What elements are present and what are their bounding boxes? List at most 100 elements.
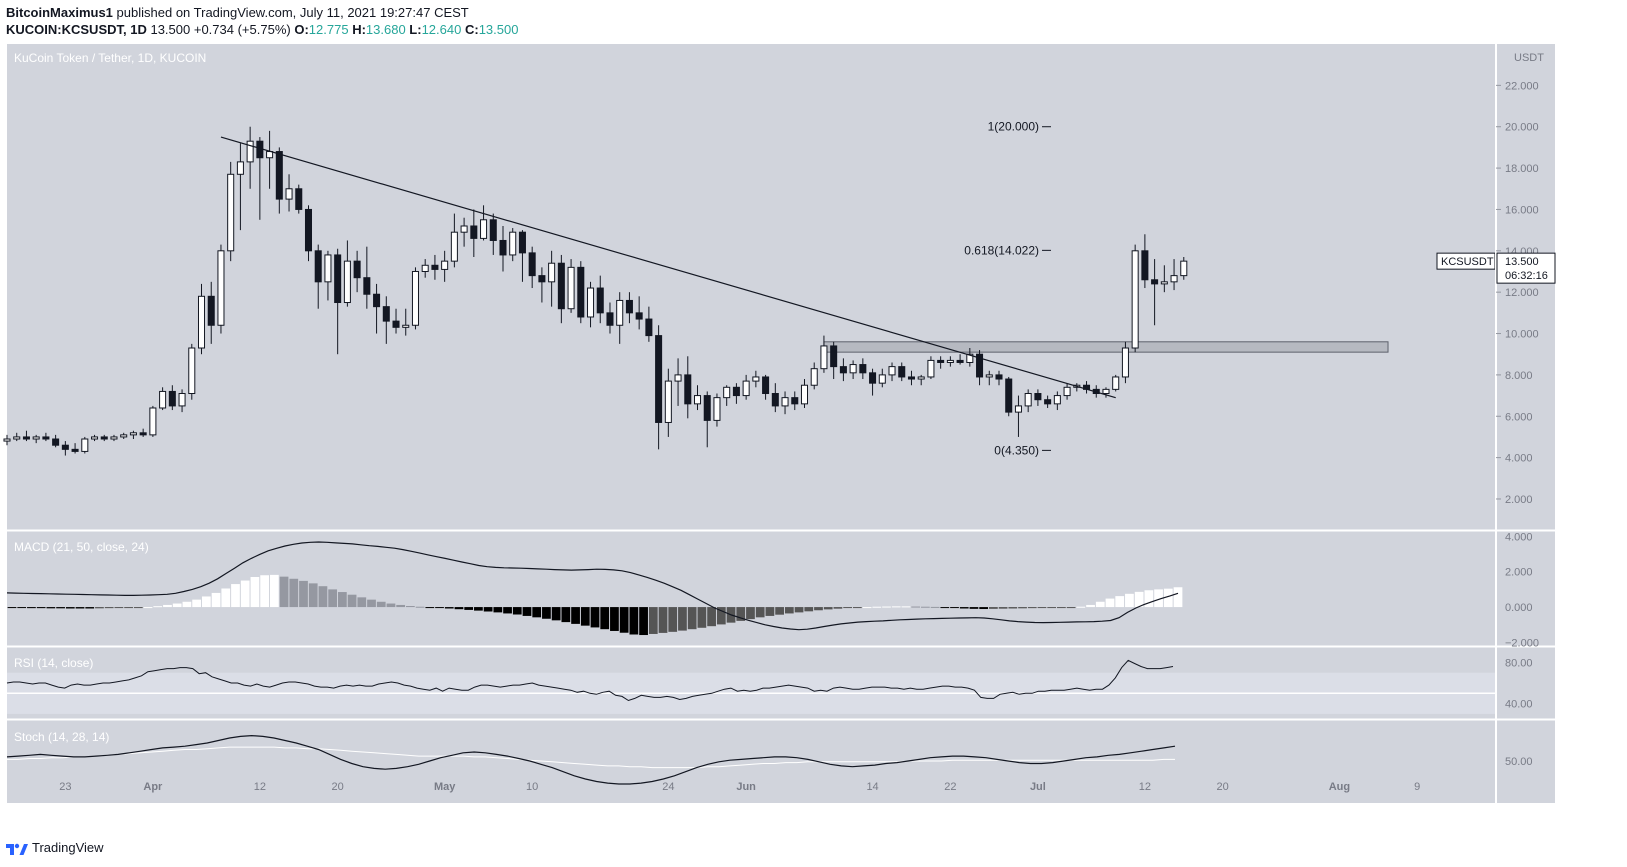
candle-body-down [168, 390, 176, 407]
macd-histogram-bar [658, 607, 668, 633]
candle [168, 385, 176, 411]
candle-body-down [898, 366, 906, 378]
stoch-d-line [7, 746, 1175, 769]
candle [450, 213, 458, 268]
macd-pane[interactable]: MACD (21, 50, close, 24) [6, 540, 1183, 636]
macd-histogram-bar [707, 607, 716, 627]
macd-histogram-bar [153, 606, 163, 608]
candle [480, 205, 488, 241]
macd-histogram-bar [532, 607, 542, 618]
macd-histogram-bar [542, 607, 551, 619]
candle-body-down [353, 260, 361, 279]
price-axis-tick: 18.000 [1505, 163, 1539, 175]
macd-histogram-bar [1095, 601, 1105, 608]
candle-body-down [373, 293, 381, 308]
candle [1005, 376, 1013, 417]
stoch-pane[interactable]: Stoch (14, 28, 14) [6, 730, 1176, 785]
candle-body-up [616, 299, 624, 326]
candle [13, 432, 21, 442]
candle-body-up [81, 438, 89, 452]
candle-body-down [528, 252, 536, 277]
macd-histogram-bar [930, 606, 940, 608]
stoch-title: Stoch (14, 28, 14) [14, 730, 109, 744]
candle-body-up [178, 393, 186, 407]
macd-histogram-bar [182, 601, 192, 608]
macd-histogram-bar [279, 576, 289, 608]
macd-histogram-bar [891, 606, 901, 608]
macd-histogram-bar [551, 607, 561, 621]
candle [995, 370, 1003, 386]
candle [3, 434, 11, 446]
candle [392, 308, 400, 334]
symbol-line: KUCOIN:KCSUSDT, 1D 13.500 +0.734 (+5.75%… [6, 22, 518, 37]
candle [1053, 391, 1061, 411]
candle [1024, 389, 1032, 413]
time-axis-tick: 20 [332, 781, 344, 793]
macd-histogram-bar [376, 601, 386, 608]
candle-body-down [791, 397, 799, 405]
candle-body-up [1180, 260, 1188, 277]
candle [723, 385, 731, 406]
candle-body-up [480, 219, 488, 239]
candle-body-down [635, 312, 643, 320]
candle [159, 387, 167, 411]
candle [742, 374, 750, 400]
candle-body-down [762, 376, 770, 395]
candle-body-up [664, 380, 672, 423]
macd-line [6, 541, 1179, 631]
macd-axis-tick: 0.000 [1505, 602, 1533, 614]
candle [42, 432, 50, 442]
candle [1151, 259, 1159, 326]
macd-histogram-bar [522, 607, 532, 616]
candle [197, 283, 206, 355]
candle-body-up [587, 287, 595, 318]
candle [334, 248, 342, 355]
candle-body-down [304, 208, 313, 252]
macd-histogram-bar [678, 607, 687, 631]
macd-histogram-bar [950, 607, 959, 609]
footer-brand[interactable]: TradingView [6, 840, 104, 855]
macd-histogram-bar [483, 607, 493, 612]
candle-body-up [460, 225, 468, 233]
macd-histogram-bar [746, 607, 755, 620]
macd-histogram-bar [784, 607, 794, 614]
fib-level-label: 1(20.000) [988, 120, 1039, 134]
time-axis [7, 803, 1555, 829]
macd-histogram-bar [959, 607, 969, 609]
candle-body-up [878, 374, 886, 384]
macd-histogram-bar [269, 574, 279, 608]
macd-histogram-bar [648, 607, 658, 634]
candle [470, 209, 478, 258]
candle-body-up [227, 173, 235, 252]
candle-body-up [752, 376, 760, 382]
candle [1044, 395, 1052, 408]
rsi-pane[interactable]: RSI (14, close) [6, 656, 1495, 714]
time-axis-tick: 22 [944, 781, 956, 793]
candle-body-up [946, 359, 954, 363]
price-pane[interactable]: KuCoin Token / Tether, 1D, KUCOIN 1(20.00… [3, 51, 1496, 457]
macd-histogram-bar [1134, 591, 1144, 608]
macd-histogram-bar [571, 607, 580, 624]
candle [149, 405, 157, 437]
candle-body-up [927, 359, 935, 378]
price-axis-tick: 6.000 [1505, 411, 1533, 423]
macd-histogram-bar [1047, 607, 1057, 609]
macd-histogram-bar [979, 607, 989, 610]
candle-body-down [1034, 393, 1042, 401]
candle [1170, 259, 1178, 291]
publisher-name[interactable]: BitcoinMaximus1 [6, 5, 113, 20]
macd-histogram-bar [104, 607, 114, 609]
macd-histogram-bar [590, 607, 600, 628]
time-axis-tick: 12 [254, 781, 266, 793]
candle-body-up [810, 368, 818, 386]
candle-body-down [431, 264, 439, 270]
macd-histogram-bar [1125, 593, 1134, 608]
candle [441, 250, 449, 282]
candle [693, 385, 702, 411]
macd-histogram-bar [911, 606, 921, 608]
candle [674, 358, 682, 406]
macd-histogram-bar [804, 607, 814, 612]
time-axis-tick: May [434, 781, 456, 793]
candle-body-down [606, 312, 614, 326]
